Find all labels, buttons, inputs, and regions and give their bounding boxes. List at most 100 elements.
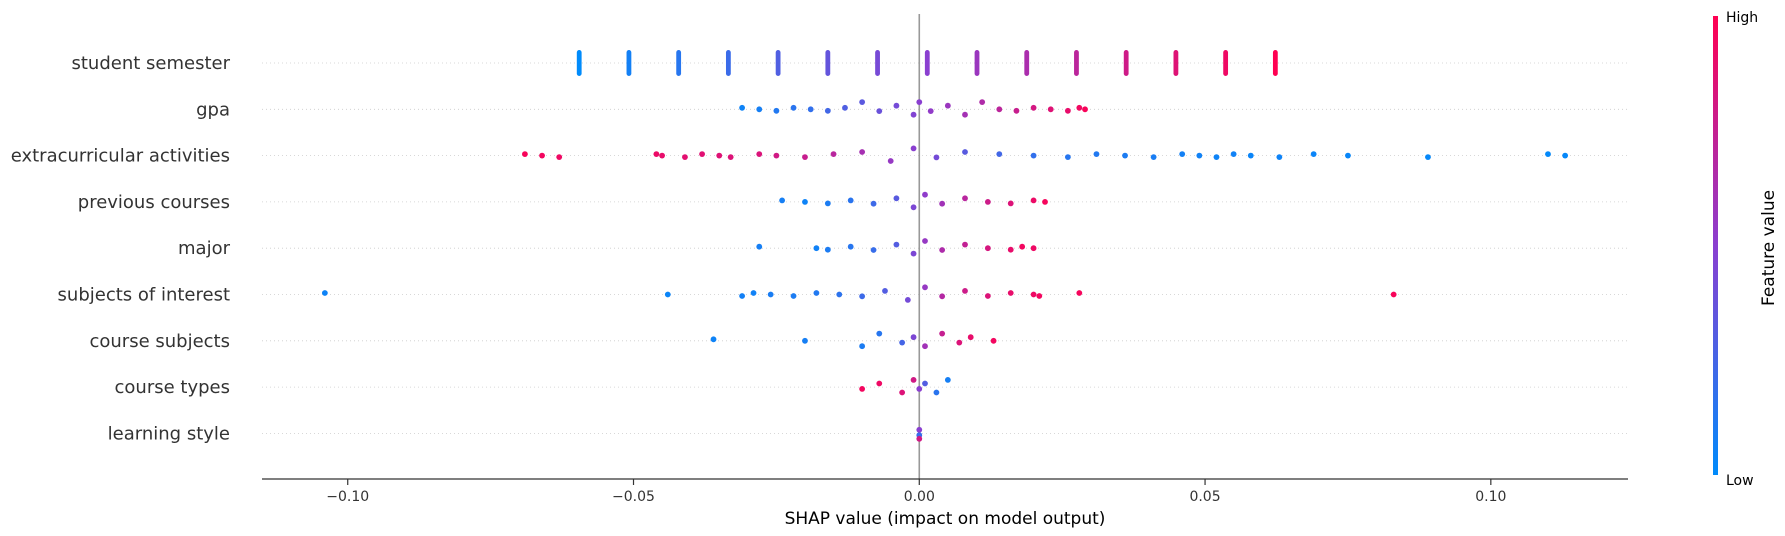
shap-point <box>1196 152 1203 159</box>
x-ticks: −0.10 −0.05 0.00 0.05 0.10 <box>326 479 1506 505</box>
shap-point <box>876 380 883 387</box>
shap-point <box>1545 151 1551 158</box>
shap-point <box>924 50 930 76</box>
shap-point <box>910 334 917 341</box>
shap-point <box>1093 151 1100 158</box>
shap-point <box>859 386 866 392</box>
shap-point <box>807 106 814 113</box>
shap-point <box>321 290 328 296</box>
shap-point <box>922 191 928 198</box>
shap-point <box>910 111 917 118</box>
shap-point <box>1030 152 1037 159</box>
feature-label: previous courses <box>78 192 230 213</box>
shap-point <box>939 247 946 253</box>
shap-points <box>321 50 1569 442</box>
colorbar-high-label: High <box>1726 10 1758 26</box>
shap-point <box>813 245 820 252</box>
shap-point <box>1036 293 1043 299</box>
shap-point <box>916 435 923 442</box>
x-axis-title: SHAP value (impact on model output) <box>785 509 1106 529</box>
shap-point <box>893 241 900 248</box>
x-tick-label: −0.05 <box>612 489 655 505</box>
shap-point <box>1013 107 1020 114</box>
shap-point <box>756 106 763 113</box>
shap-point <box>876 330 883 337</box>
shap-point <box>1030 104 1037 111</box>
shap-point <box>956 339 963 346</box>
shap-point <box>882 288 888 294</box>
feature-label: student semester <box>71 53 230 74</box>
shap-point <box>830 151 837 158</box>
shap-point <box>775 50 781 76</box>
shap-point <box>962 149 968 155</box>
shap-point <box>659 152 665 159</box>
shap-point <box>802 154 808 161</box>
shap-point <box>1019 243 1026 250</box>
shap-point <box>996 106 1003 113</box>
feature-label: course types <box>115 377 230 398</box>
shap-point <box>716 152 723 159</box>
shap-point <box>1179 151 1186 158</box>
shap-point <box>876 108 883 114</box>
feature-label: major <box>178 238 231 259</box>
shap-point <box>824 107 831 114</box>
shap-point <box>916 99 923 105</box>
shap-point <box>870 200 877 207</box>
x-tick-label: 0.05 <box>1189 489 1220 505</box>
shap-point <box>790 104 797 111</box>
shap-point <box>922 343 928 350</box>
shap-point <box>739 104 746 111</box>
shap-point <box>710 336 717 343</box>
shap-point <box>836 291 843 298</box>
shap-point <box>825 50 831 76</box>
shap-point <box>974 50 980 76</box>
colorbar-low-label: Low <box>1726 473 1754 489</box>
shap-point <box>522 151 528 158</box>
shap-point <box>1007 290 1014 296</box>
shap-point <box>1150 154 1157 161</box>
shap-point <box>939 293 946 300</box>
shap-point <box>779 197 786 204</box>
shap-point <box>727 154 734 161</box>
shap-point <box>910 250 917 257</box>
shap-point <box>1247 152 1254 159</box>
shap-point <box>842 104 848 111</box>
shap-point <box>1024 50 1030 76</box>
shap-point <box>1042 199 1048 205</box>
shap-point <box>1030 291 1037 298</box>
shap-point <box>847 243 854 250</box>
shap-point <box>773 107 780 114</box>
shap-point <box>1064 154 1071 161</box>
shap-point <box>1074 50 1079 76</box>
shap-point <box>893 195 900 202</box>
shap-point <box>996 151 1003 158</box>
shap-point <box>1076 104 1083 111</box>
feature-label: course subjects <box>89 331 230 352</box>
colorbar-title: Feature value <box>1759 190 1779 306</box>
shap-point <box>739 293 746 299</box>
shap-point <box>962 195 968 202</box>
shap-point <box>944 377 951 383</box>
shap-point <box>933 389 940 396</box>
shap-point <box>984 293 991 299</box>
shap-point <box>859 343 866 350</box>
shap-point <box>927 108 934 114</box>
shap-point <box>1562 152 1569 159</box>
shap-point <box>756 243 763 250</box>
shap-point <box>767 291 774 298</box>
shap-point <box>984 199 991 205</box>
shap-point <box>1047 106 1054 113</box>
shap-point <box>899 339 906 346</box>
shap-point <box>1310 151 1317 158</box>
shap-point <box>962 288 968 294</box>
shap-point <box>1425 154 1431 161</box>
shap-point <box>904 297 911 303</box>
shap-point <box>875 50 880 76</box>
shap-point <box>790 293 797 299</box>
shap-point <box>933 154 940 161</box>
shap-point <box>824 246 831 253</box>
shap-point <box>699 151 705 158</box>
shap-point <box>870 247 877 253</box>
shap-point <box>1230 151 1237 158</box>
